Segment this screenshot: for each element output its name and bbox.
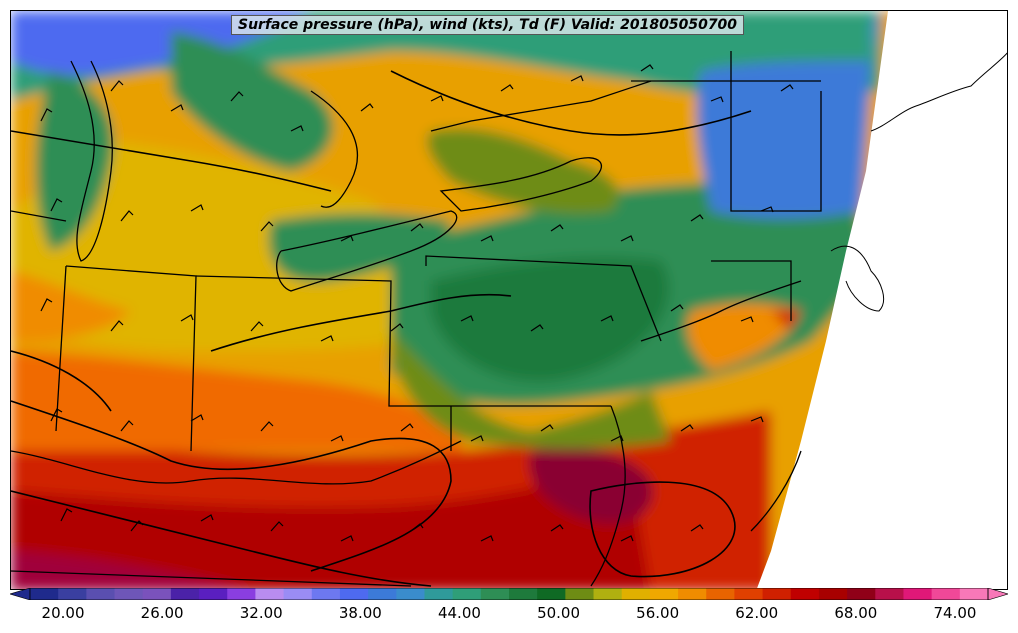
colorbar-swatch bbox=[678, 588, 707, 600]
colorbar-swatch bbox=[170, 588, 200, 600]
colorbar-swatch bbox=[227, 588, 256, 600]
colorbar-tick-label: 50.00 bbox=[537, 604, 581, 622]
colorbar-swatch bbox=[396, 588, 425, 600]
colorbar-swatch bbox=[931, 588, 961, 600]
colorbar-swatch bbox=[424, 588, 454, 600]
no-data-region bbox=[756, 11, 1007, 589]
colorbar-swatch bbox=[509, 588, 538, 600]
colorbar-swatch bbox=[706, 588, 735, 600]
colorbar-swatch bbox=[818, 588, 848, 600]
colorbar-swatch bbox=[368, 588, 397, 600]
colorbar-swatch bbox=[114, 588, 144, 600]
colorbar-swatch bbox=[790, 588, 820, 600]
colorbar-tick-label: 44.00 bbox=[437, 604, 481, 622]
coastline bbox=[830, 52, 1007, 312]
colorbar-border bbox=[29, 588, 989, 600]
colorbar-swatch bbox=[734, 588, 764, 600]
wind-barbs bbox=[40, 64, 794, 542]
colorbar-tick-label: 68.00 bbox=[834, 604, 878, 622]
pressure-contours bbox=[11, 70, 752, 587]
dewpoint-map bbox=[11, 11, 1007, 589]
colorbar-min-extend bbox=[10, 588, 31, 600]
colorbar-swatch bbox=[762, 588, 792, 600]
map-panel bbox=[10, 10, 1008, 590]
map-title: Surface pressure (hPa), wind (kts), Td (… bbox=[231, 15, 745, 35]
colorbar-swatch bbox=[199, 588, 228, 600]
colorbar-swatch bbox=[847, 588, 876, 600]
colorbar-swatch bbox=[593, 588, 623, 600]
colorbar-swatch bbox=[142, 588, 172, 600]
colorbar-swatch bbox=[30, 588, 59, 600]
boundaries bbox=[11, 51, 822, 587]
dewpoint-fill bbox=[11, 11, 1007, 589]
colorbar-tick-label: 38.00 bbox=[338, 604, 382, 622]
colorbar-swatch bbox=[86, 588, 116, 600]
colorbar-tick-label: 20.00 bbox=[41, 604, 85, 622]
colorbar bbox=[10, 588, 1008, 600]
colorbar-swatch bbox=[621, 588, 651, 600]
colorbar-swatch bbox=[339, 588, 369, 600]
colorbar-swatch bbox=[255, 588, 285, 600]
colorbar-swatch bbox=[58, 588, 87, 600]
colorbar-swatch bbox=[875, 588, 904, 600]
colorbar-swatch bbox=[903, 588, 933, 600]
colorbar-max-extend bbox=[987, 588, 1008, 600]
colorbar-swatch bbox=[649, 588, 679, 600]
colorbar-swatch bbox=[452, 588, 482, 600]
colorbar-tick-label: 56.00 bbox=[636, 604, 680, 622]
colorbar-swatch bbox=[311, 588, 341, 600]
colorbar-swatch bbox=[565, 588, 595, 600]
colorbar-tick-labels: 20.00 26.00 32.00 38.00 44.00 50.00 56.00 62.00… bbox=[0, 600, 1018, 628]
colorbar-swatch bbox=[480, 588, 510, 600]
colorbar-swatch bbox=[283, 588, 313, 600]
colorbar-swatch bbox=[959, 588, 989, 600]
colorbar-tick-label: 74.00 bbox=[933, 604, 977, 622]
colorbar-tick-label: 32.00 bbox=[239, 604, 283, 622]
colorbar-swatch bbox=[537, 588, 566, 600]
colorbar-tick-label: 26.00 bbox=[140, 604, 184, 622]
colorbar-tick-label: 62.00 bbox=[735, 604, 779, 622]
